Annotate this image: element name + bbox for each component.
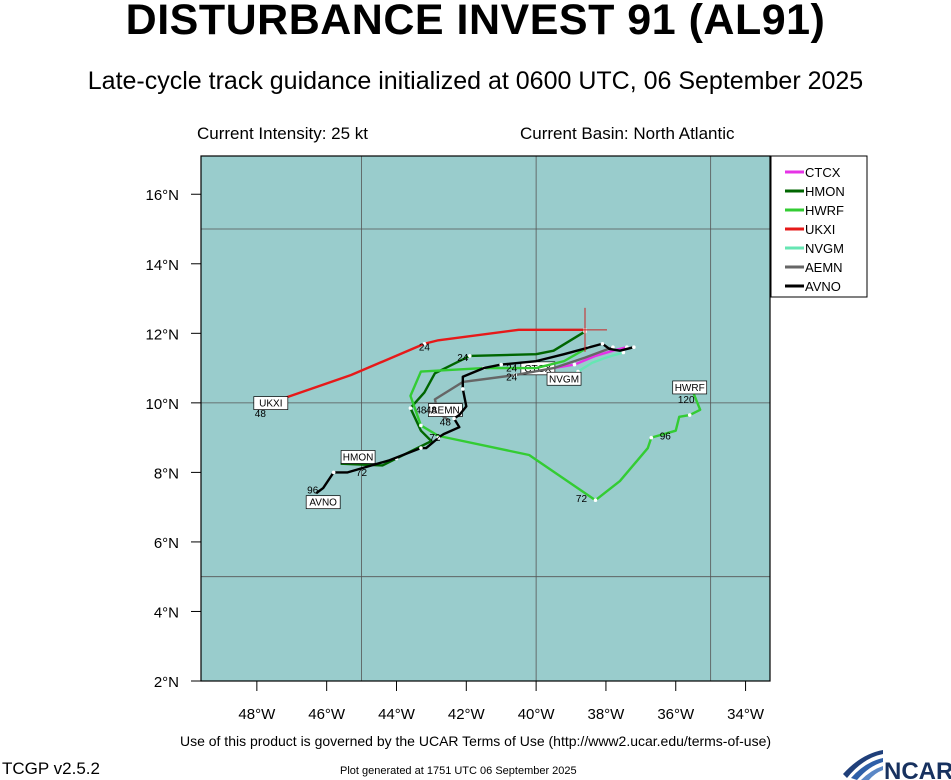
track-point (452, 416, 456, 421)
track-box-label: HWRF (675, 383, 705, 394)
x-tick-label: 48°W (238, 706, 276, 723)
tau-label: 96 (660, 431, 672, 442)
plot-frame (200, 155, 771, 682)
track-point (572, 362, 577, 367)
track-point (436, 435, 441, 440)
x-tick-label: 34°W (727, 706, 765, 723)
track-box-label: NVGM (549, 374, 579, 385)
tau-label: 24 (506, 364, 518, 375)
legend-label: AVNO (805, 279, 841, 294)
tau-label: 96 (307, 485, 319, 496)
y-tick-label: 8°N (154, 465, 179, 482)
current-intensity: Current Intensity: 25 kt (197, 124, 369, 143)
legend-label: HWRF (805, 203, 844, 218)
tau-label: 24 (506, 372, 518, 383)
version-label: TCGP v2.5.2 (2, 759, 100, 778)
track-box-label: UKXI (259, 399, 282, 410)
map-background (201, 156, 770, 681)
tau-label: 72 (576, 494, 588, 505)
current-basin: Current Basin: North Atlantic (520, 124, 735, 143)
x-tick-label: 42°W (448, 706, 486, 723)
track-point (419, 423, 423, 428)
tau-label: 48 (440, 417, 452, 428)
y-tick-label: 6°N (154, 535, 179, 552)
track-point (499, 362, 504, 367)
legend-label: AEMN (805, 260, 843, 275)
track-box-label-bg (672, 380, 708, 395)
track-line-hwrf (409, 346, 702, 502)
track-box-label-bg (340, 450, 376, 464)
track-point (513, 373, 517, 377)
x-tick-label: 38°W (588, 706, 626, 723)
tau-label: 48 (255, 409, 267, 420)
track-line-avno (315, 342, 635, 495)
tau-label: 48 (415, 405, 427, 416)
terms-of-use-text: Use of this product is governed by the U… (179, 733, 772, 749)
legend-box (770, 155, 868, 298)
y-tick-label: 14°N (145, 257, 179, 274)
y-tick-label: 2°N (154, 674, 179, 691)
tau-label: 24 (419, 343, 431, 354)
y-tick-label: 10°N (145, 396, 179, 413)
legend-label: UKXI (805, 222, 835, 237)
track-point (687, 413, 692, 417)
legend-label: HMON (805, 184, 845, 199)
x-tick-label: 40°W (518, 706, 556, 723)
page-title: DISTURBANCE INVEST 91 (AL91) (125, 0, 826, 44)
track-point (422, 341, 427, 346)
track-point (419, 446, 423, 450)
track-box-label-bg (305, 495, 341, 510)
x-tick-label: 46°W (308, 706, 346, 723)
y-tick-label: 4°N (154, 604, 179, 621)
track-box-label-bg (253, 396, 289, 410)
tau-label: 48 (426, 405, 438, 416)
ncar-logo-mark (843, 750, 883, 780)
ncar-logo-text: NCAR (884, 758, 951, 780)
track-point (408, 406, 413, 410)
track-box-label: CTCX (524, 364, 552, 375)
ncar-logo: NCAR (843, 750, 951, 780)
track-box-label: HMON (343, 452, 374, 463)
tau-label: 72 (429, 433, 441, 444)
track-line-ukxi (259, 328, 585, 408)
plot-generated-text: Plot generated at 1751 UTC 06 September … (340, 765, 577, 777)
track-box-label-bg (546, 371, 582, 386)
page-subtitle: Late-cycle track guidance initialized at… (87, 67, 864, 95)
x-tick-label: 36°W (657, 706, 695, 723)
track-point (649, 435, 654, 440)
track-point (467, 354, 472, 358)
track-point (461, 387, 465, 391)
legend-label: CTCX (805, 165, 841, 180)
track-point (600, 341, 605, 346)
y-tick-label: 12°N (145, 326, 179, 343)
tau-label: 24 (457, 353, 469, 364)
track-point (593, 498, 598, 503)
track-box-label: AVNO (309, 498, 337, 509)
track-point (611, 345, 615, 350)
tau-label: 72 (356, 468, 368, 479)
track-point (621, 350, 626, 355)
legend-label: NVGM (805, 241, 844, 256)
y-tick-label: 16°N (145, 187, 179, 204)
track-point (632, 345, 636, 350)
x-tick-label: 44°W (378, 706, 416, 723)
tau-label: 120 (678, 395, 695, 406)
track-box-label: AEMN (431, 406, 460, 417)
track-point (331, 470, 336, 475)
